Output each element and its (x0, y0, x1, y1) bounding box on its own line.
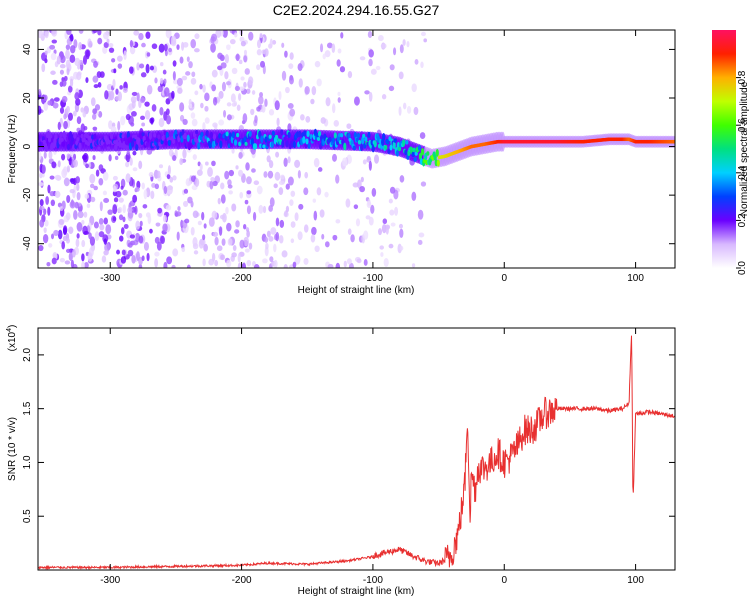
snr-scale-base: (x10 (7, 331, 18, 351)
colorbar-tick-label: 0.6 (737, 118, 748, 132)
spectrogram-y-label: Frequency (Hz) (7, 115, 18, 184)
spectrogram-x-tick-label: 100 (627, 273, 644, 284)
spectrogram-frame (37, 29, 676, 269)
spectrogram-y-tick-label: -40 (22, 236, 33, 251)
colorbar: 0.0 0.2 0.4 0.6 0.8 Normalized spectral ampl… (712, 30, 750, 275)
colorbar-tick-label: 0.8 (737, 70, 748, 84)
snr-x-tick-label: 100 (627, 575, 644, 586)
snr-scale-suffix: ) (7, 325, 18, 328)
figure-title: C2E2.2024.294.16.55.G27 (273, 2, 440, 18)
snr-panel: -300 -200 -100 0 100 0.5 1.0 1.5 2.0 Height of s… (6, 325, 676, 597)
spectrogram-x-tick-label: 0 (501, 273, 507, 284)
spectrogram-y-tick-label: 20 (22, 92, 33, 104)
spectrogram-y-tick-label: -20 (22, 187, 33, 202)
snr-x-tick-label: 0 (501, 575, 507, 586)
spectrogram-y-tick-label: 0 (22, 143, 33, 149)
snr-scale-exponent: 4 (6, 328, 13, 332)
spectrogram-image (38, 30, 675, 268)
snr-x-tick-label: -100 (363, 575, 383, 586)
colorbar-tick-label: 0.2 (737, 213, 748, 227)
spectrogram-x-tick-label: -200 (232, 273, 252, 284)
snr-scale-label: (x104) (6, 325, 18, 352)
snr-x-label: Height of straight line (km) (298, 586, 415, 597)
colorbar-gradient (712, 30, 736, 268)
snr-y-tick-label: 2.0 (22, 348, 33, 362)
snr-y-tick-label: 1.5 (22, 401, 33, 415)
svg-text:(x104): (x104) (6, 325, 18, 352)
colorbar-label: Normalized spectral amplitude (739, 81, 750, 216)
colorbar-ticks: 0.0 0.2 0.4 0.6 0.8 (736, 70, 748, 275)
spectrogram-x-tick-label: -100 (363, 273, 383, 284)
spectrogram-y-tick-label: 40 (22, 43, 33, 55)
colorbar-tick-label: 0.0 (737, 261, 748, 275)
snr-y-tick-label: 0.5 (22, 509, 33, 523)
snr-x-tick-label: -200 (232, 575, 252, 586)
snr-frame (37, 327, 676, 571)
spectrogram-x-label: Height of straight line (km) (298, 285, 415, 296)
snr-x-tick-label: -300 (100, 575, 120, 586)
snr-y-tick-label: 1.0 (22, 455, 33, 469)
snr-y-label: SNR (10 * v/v) (7, 417, 18, 481)
colorbar-tick-label: 0.4 (737, 165, 748, 179)
snr-series-line (38, 335, 675, 570)
spectrogram-x-tick-label: -300 (100, 273, 120, 284)
snr-ticks: -300 -200 -100 0 100 0.5 1.0 1.5 2.0 (22, 328, 675, 586)
